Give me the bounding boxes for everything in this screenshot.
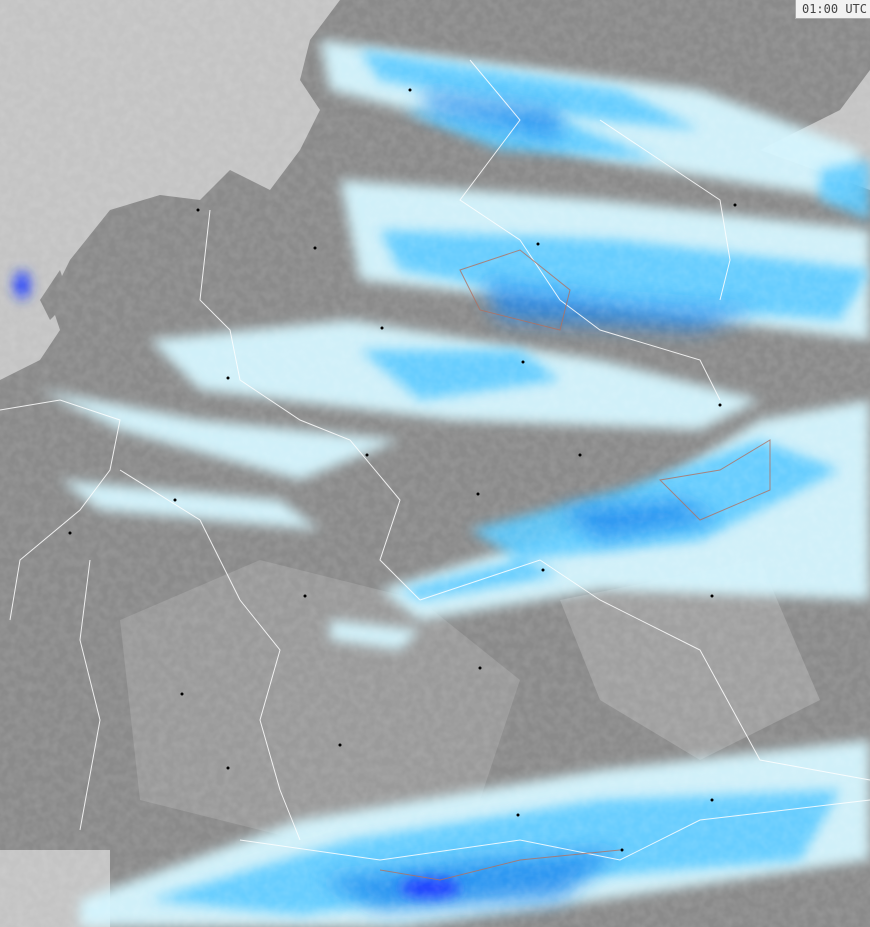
region-borders bbox=[379, 249, 771, 881]
timestamp-label: 01:00 UTC bbox=[794, 0, 870, 19]
city-markers bbox=[68, 88, 737, 852]
country-borders bbox=[0, 59, 870, 861]
